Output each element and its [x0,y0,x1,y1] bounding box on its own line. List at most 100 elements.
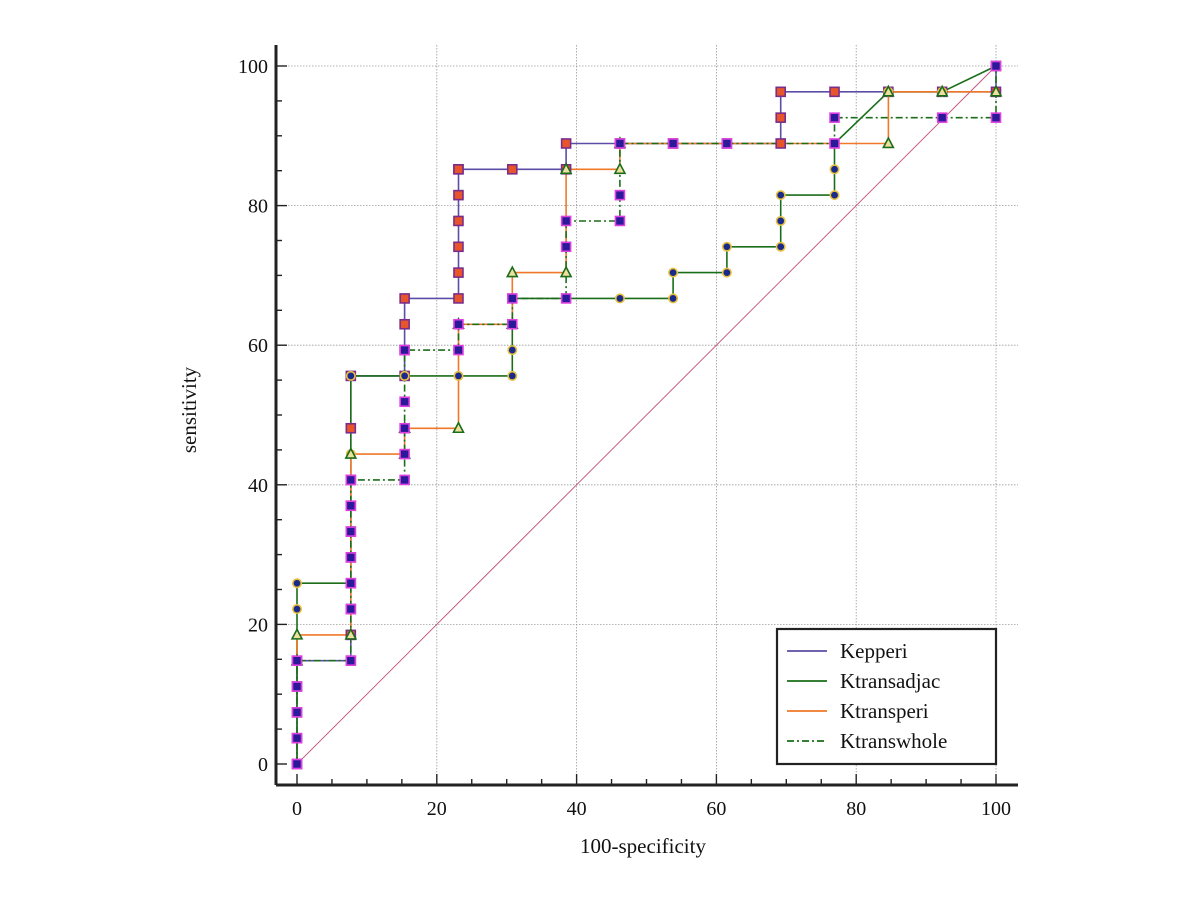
axis-ticks: 0 20 40 60 80 100 0 20 40 60 80 100 [238,56,1011,820]
marker-ktranswhole [614,189,626,201]
marker-ktranswhole [936,112,948,123]
y-tick-label: 60 [248,335,268,357]
marker-kepperi [453,267,464,278]
marker-ktransperi [344,627,358,640]
marker-ktranswhole [291,681,303,692]
x-tick-label: 20 [427,798,447,820]
marker-ktranswhole [345,577,357,589]
marker-ktranswhole [345,474,357,486]
marker-ktranswhole [453,318,464,330]
marker-ktranswhole [291,655,303,666]
marker-kepperi [453,241,464,253]
marker-kepperi [775,86,787,98]
marker-ktranswhole [345,526,357,537]
marker-kepperi [453,189,464,201]
diagonal-reference-line [296,65,997,765]
marker-ktranswhole [345,655,357,666]
x-tick-label: 60 [706,798,726,820]
marker-ktransadjac [721,267,732,278]
marker-ktransperi [989,84,1003,97]
marker-ktransadjac [829,190,840,201]
marker-ktranswhole [399,396,410,408]
marker-ktransperi [559,265,573,278]
marker-ktransperi [559,162,573,175]
y-tick-label: 40 [248,475,268,497]
marker-ktranswhole [345,552,357,563]
x-tick-label: 40 [567,798,587,820]
marker-ktransperi [290,627,304,640]
marker-ktranswhole [345,603,357,615]
marker-ktranswhole [721,138,733,149]
marker-ktranswhole [399,474,410,486]
marker-ktranswhole [667,138,679,149]
marker-kepperi [775,112,787,123]
legend-label-ktranswhole: Ktranswhole [840,729,947,753]
marker-ktransadjac [614,293,625,304]
x-axis-title: 100-specificity [580,834,706,858]
diagonal-line [296,65,997,765]
x-tick-label: 80 [846,798,866,820]
marker-kepperi [775,138,787,149]
marker-ktransadjac [507,345,518,356]
marker-kepperi [453,293,464,304]
marker-ktranswhole [453,344,464,356]
marker-ktranswhole [291,758,303,770]
marker-kepperi [453,164,464,175]
marker-ktransperi [613,162,627,175]
marker-ktransadjac [291,604,302,615]
legend: Kepperi Ktransadjac Ktransperi Ktranswhole [775,627,998,766]
marker-ktranswhole [560,293,572,304]
marker-ktranswhole [506,318,518,330]
marker-ktranswhole [399,422,410,434]
x-tick-label: 0 [292,798,302,820]
marker-ktransadjac [775,190,786,201]
marker-ktranswhole [399,344,410,356]
marker-ktransperi [935,84,949,97]
marker-ktranswhole [560,215,572,227]
marker-ktransadjac [453,370,464,381]
marker-ktransadjac [829,164,840,175]
marker-ktranswhole [399,448,410,460]
marker-kepperi [453,215,464,227]
legend-label-ktransperi: Ktransperi [840,699,929,723]
y-tick-label: 20 [248,614,268,636]
marker-ktransperi [505,265,519,278]
marker-ktransadjac [721,241,732,252]
marker-ktransadjac [668,267,679,278]
legend-label-ktransadjac: Ktransadjac [840,669,940,693]
x-tick-label: 100 [981,798,1011,820]
marker-ktransperi [882,136,895,149]
marker-ktransadjac [291,578,302,589]
legend-label-kepperi: Kepperi [840,639,908,663]
marker-kepperi [560,138,572,149]
y-tick-label: 80 [248,196,268,218]
marker-ktranswhole [990,112,1002,123]
marker-ktranswhole [990,60,1002,72]
marker-kepperi [506,164,518,175]
marker-ktranswhole [829,138,840,149]
marker-kepperi [345,422,357,434]
marker-kepperi [399,318,410,330]
marker-ktransperi [452,421,465,434]
marker-ktransadjac [668,293,679,304]
marker-ktransadjac [345,370,356,381]
marker-ktransadjac [775,215,786,226]
y-tick-label: 100 [238,56,268,78]
marker-ktranswhole [291,732,303,744]
y-axis-title: sensitivity [177,366,201,453]
marker-ktransperi [344,446,358,459]
marker-ktranswhole [614,138,626,149]
series-markers [290,60,1003,770]
marker-ktransadjac [507,370,518,381]
marker-ktranswhole [291,707,303,718]
marker-ktranswhole [829,112,840,123]
marker-ktransperi [882,84,895,97]
marker-kepperi [399,293,410,304]
marker-ktranswhole [506,293,518,304]
y-tick-label: 0 [258,754,268,776]
marker-ktransadjac [775,241,786,252]
marker-ktranswhole [560,241,572,253]
marker-ktranswhole [614,215,626,227]
marker-ktranswhole [345,500,357,512]
